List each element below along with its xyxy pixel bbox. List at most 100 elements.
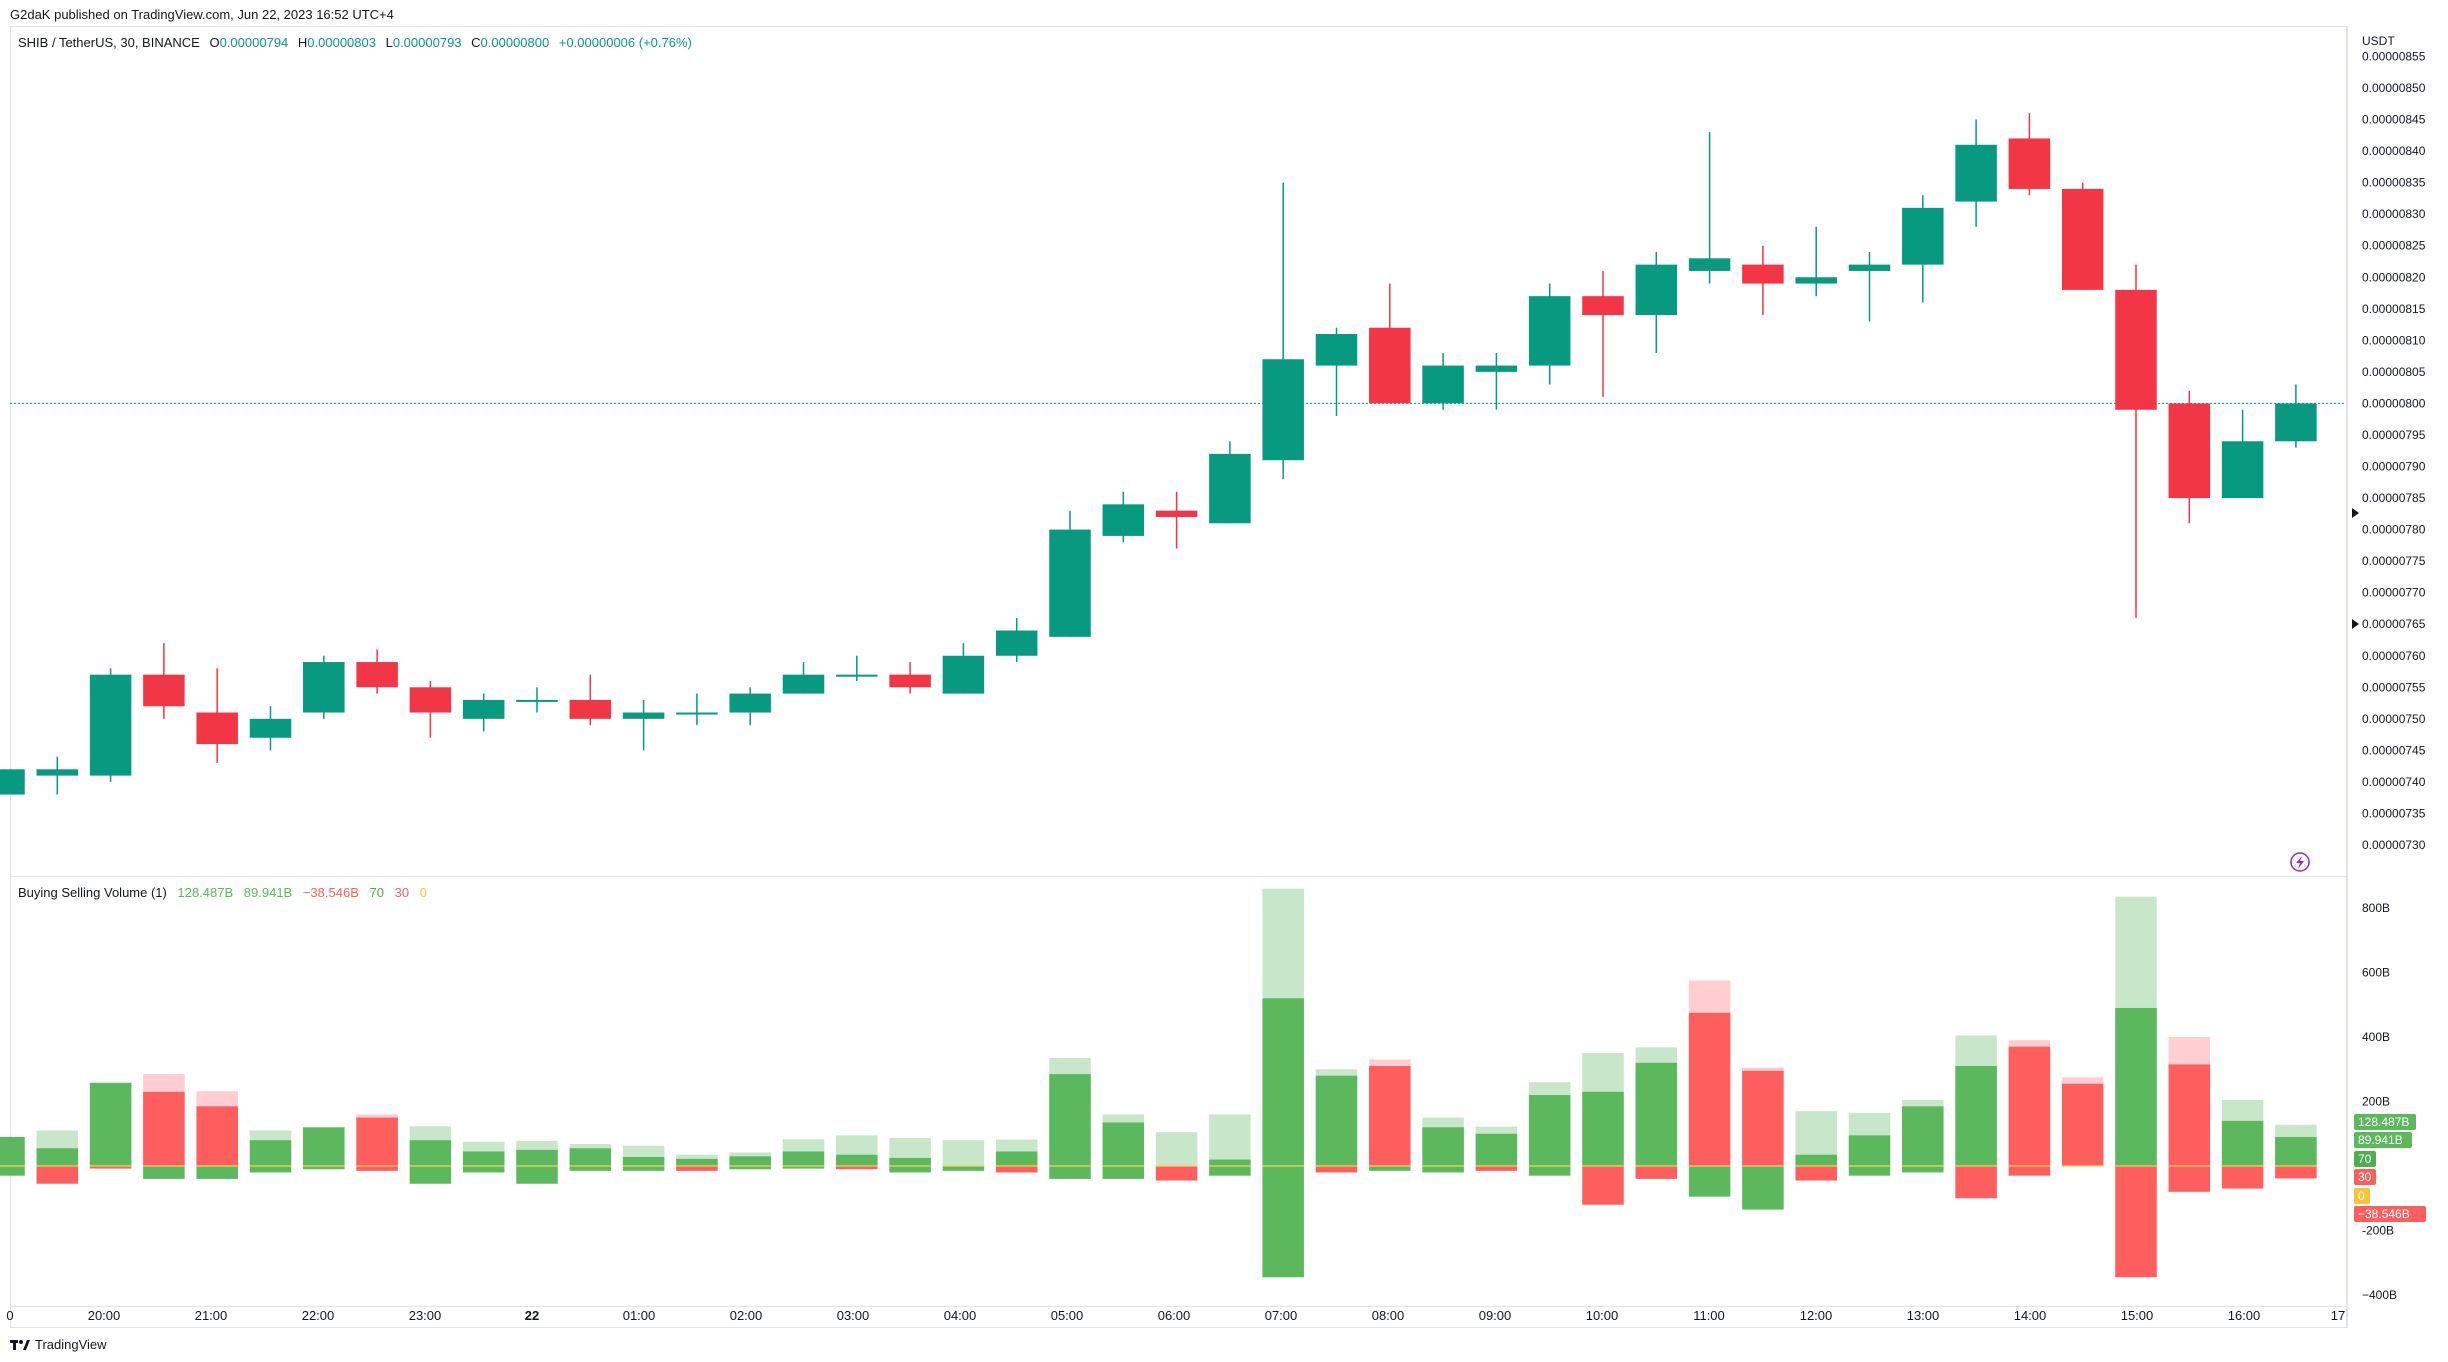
time-tick-label: 06:00: [1158, 1308, 1191, 1323]
lightning-icon[interactable]: [2290, 852, 2310, 872]
price-scale-separator: [2346, 26, 2347, 1328]
price-tick-label: 0.00000805: [2362, 365, 2426, 379]
candle-body: [782, 674, 825, 694]
candle-body: [2008, 138, 2051, 189]
volume-sell-bar: [196, 1106, 238, 1166]
volume-buy-bar: [1635, 1062, 1678, 1166]
volume-buy-bar: [89, 1082, 132, 1166]
indicator-value-upper: 70: [369, 885, 384, 900]
volume-zero-marker: [569, 1165, 612, 1167]
time-tick-label: 11:00: [1693, 1308, 1725, 1323]
volume-buy-bar: [249, 1140, 292, 1166]
volume-sell-bar: [356, 1117, 398, 1166]
volume-delta-bar: [1422, 1166, 1464, 1173]
open-label: O: [209, 35, 220, 50]
indicator-value-badge: [2354, 1151, 2376, 1167]
time-tick-label: 16:00: [2228, 1308, 2261, 1323]
volume-delta-bar: [1688, 1166, 1731, 1197]
volume-delta-bar: [1635, 1166, 1678, 1179]
candle-body: [143, 674, 185, 707]
price-tick-label: 0.00000735: [2362, 806, 2426, 820]
candle-body: [569, 699, 612, 719]
price-tick-label: 0.00000780: [2362, 523, 2426, 537]
time-tick-label: 22:00: [302, 1308, 335, 1323]
tradingview-logo[interactable]: TradingView: [10, 1337, 107, 1352]
indicator-title[interactable]: Buying Selling Volume (1): [18, 885, 167, 900]
time-axis-separator: [10, 1306, 2348, 1307]
candle-body: [1742, 264, 1784, 284]
low-value: 0.00000793: [392, 35, 462, 50]
volume-sell-bar: [2008, 1046, 2051, 1166]
indicator-value-delta: −38.546B: [302, 885, 359, 900]
candle-body: [1902, 207, 1944, 265]
volume-zero-marker: [143, 1165, 185, 1167]
volume-buy-bar: [1582, 1091, 1624, 1166]
volume-delta-bar: [1955, 1166, 1997, 1199]
symbol-title[interactable]: SHIB / TetherUS, 30, BINANCE: [18, 35, 200, 50]
candle-body: [36, 769, 79, 776]
volume-zero-marker: [1369, 1165, 1411, 1167]
time-tick-label: 02:00: [730, 1308, 763, 1323]
currency-label[interactable]: USDT: [2362, 34, 2395, 48]
volume-delta-bar: [1155, 1166, 1198, 1181]
volume-zero-marker: [836, 1165, 878, 1167]
price-tick-label: 0.00000825: [2362, 239, 2426, 253]
volume-delta-bar: [409, 1166, 452, 1184]
candle-body: [1582, 296, 1624, 316]
volume-buy-bar: [1528, 1095, 1571, 1166]
indicator-value-lower: 30: [394, 885, 410, 900]
volume-delta-bar: [1475, 1166, 1518, 1171]
price-tick-label: 0.00000760: [2362, 649, 2426, 663]
volume-delta-bar: [1528, 1166, 1571, 1176]
candle-body: [2168, 403, 2211, 499]
volume-sell-bar: [2168, 1064, 2211, 1166]
price-tick-label: 0.00000810: [2362, 333, 2426, 347]
high-value: 0.00000803: [307, 35, 376, 50]
price-marker-icon: [2352, 508, 2359, 629]
change-value: +0.00000006 (+0.76%): [558, 35, 692, 50]
volume-delta-bar: [622, 1166, 665, 1171]
price-tick-label: 0.00000750: [2362, 712, 2426, 726]
volume-delta-bar: [0, 1166, 25, 1176]
candle-body: [1795, 277, 1837, 284]
pane-separator[interactable]: [10, 876, 2348, 877]
indicator-value-badge: [2354, 1169, 2376, 1185]
tradingview-icon: [10, 1339, 30, 1350]
candle-body: [462, 699, 505, 719]
volume-delta-bar: [782, 1166, 825, 1169]
indicator-value-badge: [2354, 1206, 2426, 1222]
volume-zero-marker: [1528, 1165, 1571, 1167]
volume-buy-bar: [622, 1156, 665, 1166]
volume-buy-bar: [1102, 1122, 1145, 1166]
price-tick-label: 0.00000730: [2362, 838, 2426, 852]
indicator-value-badge: [2354, 1114, 2416, 1130]
volume-zero-marker: [2008, 1165, 2051, 1167]
volume-buy-bar: [1262, 998, 1304, 1166]
candle-body: [303, 662, 345, 713]
volume-delta-bar: [1902, 1166, 1944, 1173]
close-value: 0.00000800: [480, 35, 550, 50]
chart-frame: [10, 26, 2348, 1328]
volume-tick-label: 400B: [2362, 1030, 2390, 1044]
time-tick-label: 05:00: [1051, 1308, 1084, 1323]
volume-delta-bar: [143, 1166, 185, 1179]
volume-zero-marker: [462, 1165, 505, 1167]
candles-layer: [0, 113, 2317, 795]
volume-zero-marker: [622, 1165, 665, 1167]
volume-buy-bar: [1475, 1133, 1518, 1166]
volume-buy-bar: [1049, 1074, 1091, 1166]
volume-buy-bar: [2275, 1136, 2317, 1166]
high-label: H: [297, 35, 308, 50]
price-tick-label: 0.00000790: [2362, 460, 2426, 474]
candle-body: [1262, 359, 1304, 461]
time-tick-label: 04:00: [944, 1308, 977, 1323]
candle-body: [1528, 296, 1571, 366]
volume-zero-marker: [249, 1165, 292, 1167]
indicator-badges: 128.487B 89.941B 70 30 0 −38.546B: [2354, 1114, 2426, 1222]
volume-delta-bar: [676, 1166, 718, 1171]
volume-sell-bar: [2061, 1083, 2104, 1166]
volume-zero-marker: [1262, 1165, 1304, 1167]
volume-sell-bar: [143, 1091, 185, 1166]
price-tick-label: 0.00000785: [2362, 491, 2426, 505]
